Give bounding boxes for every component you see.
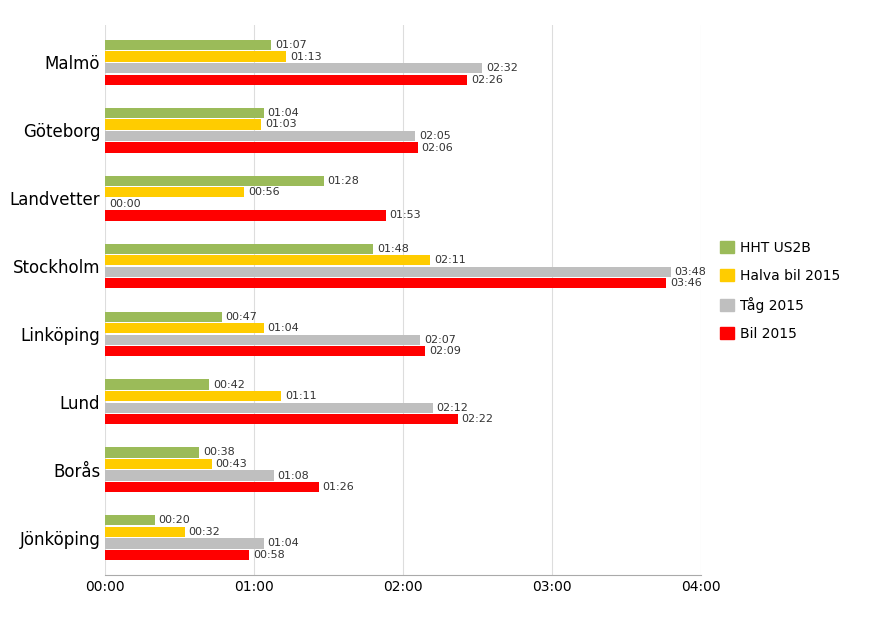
Bar xyxy=(105,311,222,322)
Legend: HHT US2B, Halva bil 2015, Tåg 2015, Bil 2015: HHT US2B, Halva bil 2015, Tåg 2015, Bil … xyxy=(720,241,841,341)
Text: 02:07: 02:07 xyxy=(424,335,456,345)
Text: 00:42: 00:42 xyxy=(213,379,245,389)
Bar xyxy=(105,255,430,266)
Bar xyxy=(105,482,319,492)
Bar xyxy=(105,211,385,221)
Bar xyxy=(105,346,426,356)
Bar xyxy=(105,40,272,50)
Text: 00:47: 00:47 xyxy=(225,312,258,322)
Text: 01:28: 01:28 xyxy=(328,176,359,186)
Text: 01:07: 01:07 xyxy=(275,40,307,50)
Bar xyxy=(105,527,185,537)
Text: 00:43: 00:43 xyxy=(215,459,247,469)
Bar xyxy=(105,142,418,152)
Text: 01:04: 01:04 xyxy=(268,108,300,118)
Bar xyxy=(105,188,244,198)
Text: 02:09: 02:09 xyxy=(429,346,461,356)
Text: 02:11: 02:11 xyxy=(434,255,466,265)
Bar xyxy=(105,63,483,73)
Text: 01:11: 01:11 xyxy=(285,391,317,401)
Bar xyxy=(105,414,457,424)
Text: 01:04: 01:04 xyxy=(268,538,300,548)
Text: 01:48: 01:48 xyxy=(377,244,409,254)
Text: 00:38: 00:38 xyxy=(203,448,235,458)
Text: 02:05: 02:05 xyxy=(419,131,451,141)
Text: 00:56: 00:56 xyxy=(248,188,279,198)
Bar xyxy=(105,471,274,481)
Bar xyxy=(105,448,200,458)
Text: 01:08: 01:08 xyxy=(278,471,309,481)
Text: 03:46: 03:46 xyxy=(670,278,702,288)
Text: 02:06: 02:06 xyxy=(421,142,453,152)
Bar xyxy=(105,51,286,62)
Bar xyxy=(105,391,281,401)
Bar xyxy=(105,108,264,118)
Text: 01:03: 01:03 xyxy=(265,119,297,129)
Bar xyxy=(105,74,468,85)
Bar xyxy=(105,515,155,526)
Bar xyxy=(105,323,264,333)
Text: 01:04: 01:04 xyxy=(268,323,300,333)
Text: 02:12: 02:12 xyxy=(436,402,469,412)
Bar xyxy=(105,334,420,345)
Bar xyxy=(105,244,373,254)
Text: 00:00: 00:00 xyxy=(109,199,140,209)
Bar xyxy=(105,119,261,129)
Bar xyxy=(105,267,671,277)
Bar xyxy=(105,402,433,412)
Text: 01:53: 01:53 xyxy=(389,211,421,221)
Bar xyxy=(105,550,249,560)
Bar xyxy=(105,131,415,141)
Text: 02:22: 02:22 xyxy=(462,414,493,424)
Bar xyxy=(105,176,323,186)
Text: 01:26: 01:26 xyxy=(322,482,354,492)
Bar xyxy=(105,459,212,469)
Text: 00:58: 00:58 xyxy=(253,550,285,560)
Text: 00:32: 00:32 xyxy=(188,527,220,537)
Bar xyxy=(105,278,666,289)
Bar xyxy=(105,538,264,549)
Text: 02:32: 02:32 xyxy=(486,63,518,73)
Text: 01:13: 01:13 xyxy=(290,52,321,62)
Bar xyxy=(105,379,209,389)
Text: 02:26: 02:26 xyxy=(471,74,503,84)
Text: 00:20: 00:20 xyxy=(159,516,190,526)
Text: 03:48: 03:48 xyxy=(675,267,707,277)
